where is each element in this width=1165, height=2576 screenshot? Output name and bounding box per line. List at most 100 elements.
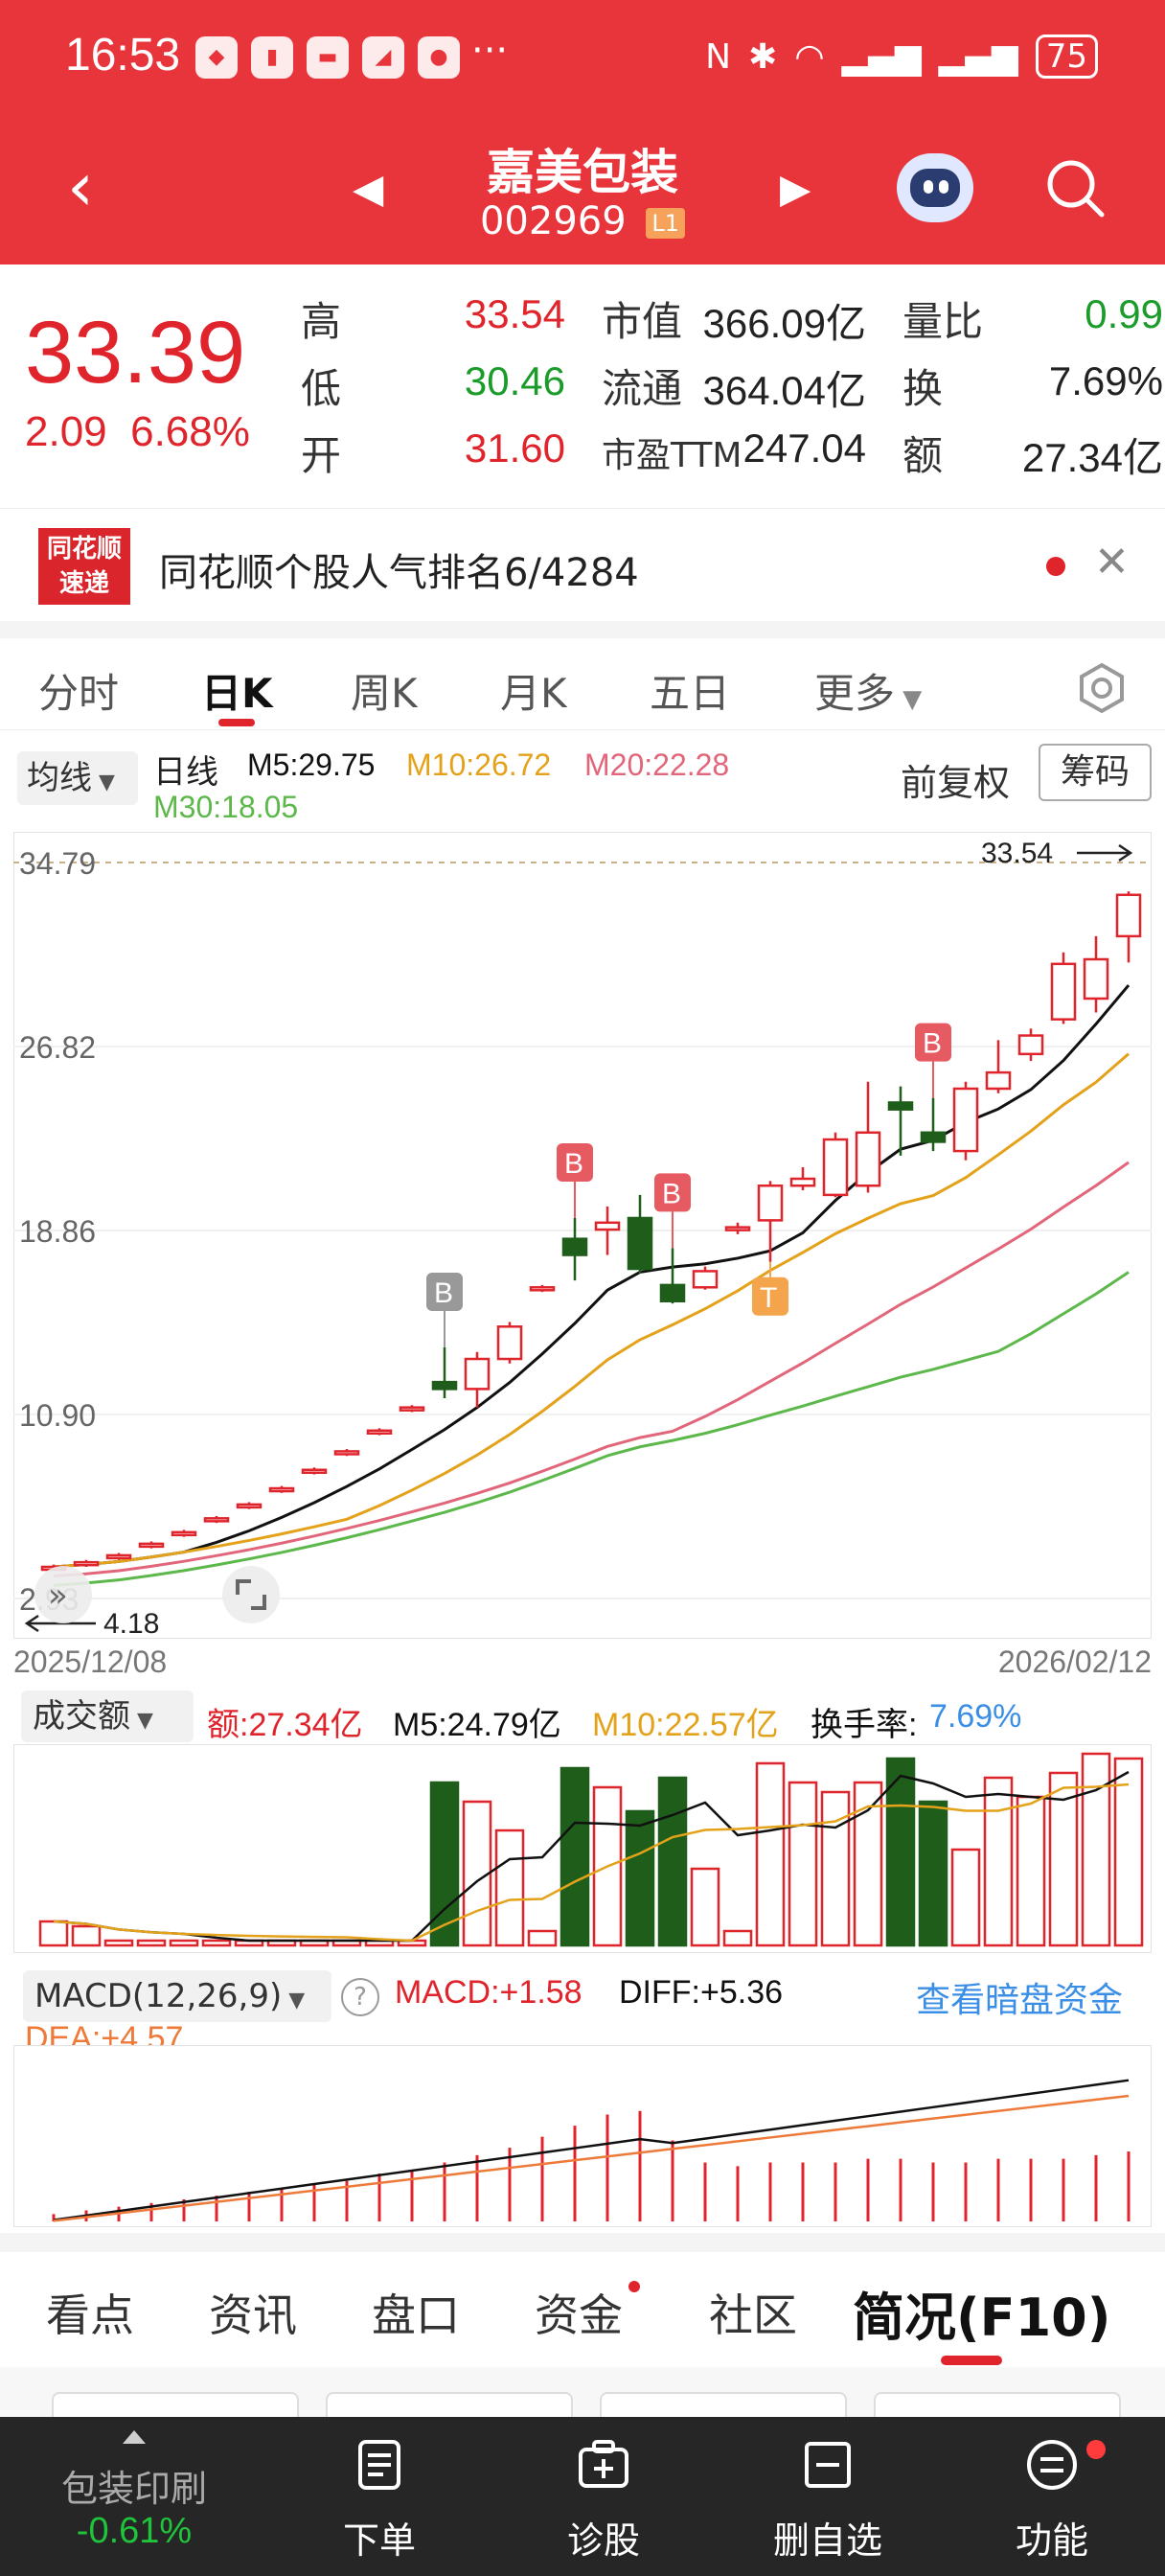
tab-news[interactable]: 资讯 xyxy=(209,2289,297,2341)
ma10-line xyxy=(53,1052,1130,1569)
candle-body xyxy=(431,1380,458,1391)
signal-badge xyxy=(557,1142,593,1182)
high-value: 33.54 xyxy=(464,291,565,336)
ths-logo: 同花顺 速递 xyxy=(38,528,130,605)
candle-body xyxy=(1050,962,1077,1021)
change-value: 2.09 xyxy=(25,408,107,455)
help-icon[interactable]: ? xyxy=(341,1978,379,2016)
low-value: 30.46 xyxy=(464,358,565,403)
volume-bar xyxy=(103,1939,134,1947)
tab-order-book[interactable]: 盘口 xyxy=(372,2289,460,2341)
tab-daily-k[interactable]: 日K xyxy=(201,670,273,717)
ma5-line xyxy=(53,984,1131,1569)
chevron-down-icon: ▼ xyxy=(282,1989,306,2012)
previous-stock-icon[interactable]: ◀ xyxy=(353,165,384,212)
menu-icon xyxy=(1027,2440,1077,2490)
stock-header: ‹ ◀ 嘉美包装 002969 L1 ▶ xyxy=(0,115,1165,264)
candle-body xyxy=(985,1070,1012,1091)
volume-amount: 额:27.34亿 xyxy=(207,1707,363,1743)
music-app-icon: ◢ xyxy=(362,36,404,79)
header-background xyxy=(0,0,1165,264)
max-price-label: 33.54 xyxy=(981,838,1053,869)
volume-chart[interactable] xyxy=(13,1744,1152,1953)
price-change: 2.09 6.68% xyxy=(25,408,250,456)
order-button[interactable]: 下单 xyxy=(303,2417,456,2576)
macd-chart[interactable] xyxy=(13,2045,1152,2227)
notification-dot xyxy=(1086,2440,1106,2459)
news-banner[interactable]: 同花顺 速递 同花顺个股人气排名6/4284 ✕ xyxy=(0,508,1165,621)
signal-label: B xyxy=(564,1148,583,1180)
tab-highlights[interactable]: 看点 xyxy=(46,2289,134,2341)
tab-weekly-k[interactable]: 周K xyxy=(351,670,418,717)
next-stock-icon[interactable]: ▶ xyxy=(780,165,811,212)
candle-body xyxy=(105,1553,132,1560)
ma10-value: M10:26.72 xyxy=(406,748,552,782)
volume-m5: M5:24.79亿 xyxy=(393,1707,561,1743)
tab-intraday[interactable]: 分时 xyxy=(38,670,120,717)
macd-select[interactable]: MACD(12,26,9) ▼ xyxy=(23,1970,331,2022)
stock-name: 嘉美包装 xyxy=(487,145,678,200)
app-notification-icon: ◆ xyxy=(195,36,238,79)
float-value: 364.04亿 xyxy=(702,368,866,413)
voice-app-icon: ▮ xyxy=(251,36,293,79)
volume-turnover-label: 换手率: xyxy=(811,1707,918,1743)
ai-assistant-icon[interactable] xyxy=(897,153,973,222)
functions-button[interactable]: 功能 xyxy=(975,2417,1129,2576)
tab-monthly-k[interactable]: 月K xyxy=(500,670,567,717)
chevron-down-icon: ▼ xyxy=(895,685,923,714)
expand-icon[interactable]: » xyxy=(34,1566,92,1623)
tab-funds[interactable]: 资金 xyxy=(535,2289,623,2341)
y-tick-label: 10.90 xyxy=(19,1398,96,1433)
date-end: 2026/02/12 xyxy=(997,1644,1152,1679)
min-price-label: 4.18 xyxy=(103,1608,159,1639)
low-label: 低 xyxy=(301,365,342,412)
tab-more[interactable]: 更多 ▼ xyxy=(814,661,922,720)
volume-turnover: 7.69% xyxy=(929,1698,1022,1735)
tab-community[interactable]: 社区 xyxy=(709,2289,797,2341)
tab-five-day[interactable]: 五日 xyxy=(650,670,731,717)
min-arrow xyxy=(24,1614,96,1633)
remove-watchlist-button[interactable]: 删自选 xyxy=(751,2417,904,2576)
active-tab-indicator xyxy=(941,2356,1002,2365)
signal-label: B xyxy=(662,1178,681,1209)
turnover-label: 换 xyxy=(902,365,944,412)
sector-name[interactable]: 包装印刷 xyxy=(60,2468,207,2510)
candle-body xyxy=(399,1406,425,1412)
macd-value: MACD:+1.58 xyxy=(395,1974,582,2011)
volume-m10-line xyxy=(53,1782,1130,1943)
volume-select[interactable]: 成交额 ▼ xyxy=(21,1690,194,1742)
open-value: 31.60 xyxy=(464,426,565,471)
volume-m10: M10:22.57亿 xyxy=(592,1707,779,1743)
macd-select-label: MACD(12,26,9) xyxy=(34,1977,283,2015)
candle-body xyxy=(529,1286,556,1292)
chips-button[interactable]: 筹码 xyxy=(1039,744,1152,801)
candle-body xyxy=(1083,957,1109,1000)
volume-select-label: 成交额 xyxy=(33,1697,130,1736)
settings-icon[interactable] xyxy=(1075,661,1129,715)
expand-up-icon[interactable] xyxy=(123,2430,146,2444)
diff-line xyxy=(53,2079,1130,2221)
candle-body xyxy=(236,1503,263,1509)
back-icon[interactable]: ‹ xyxy=(67,148,94,226)
crop-icon[interactable] xyxy=(222,1566,280,1623)
ma20-line xyxy=(53,1161,1130,1578)
last-price: 33.39 xyxy=(25,304,246,402)
tab-f10-profile[interactable]: 简况(F10) xyxy=(853,2288,1111,2348)
candle-body xyxy=(171,1530,197,1537)
vol-ratio-value: 0.99 xyxy=(1085,291,1163,336)
volume-bar xyxy=(1016,1795,1046,1947)
indicator-select[interactable]: 均线 ▼ xyxy=(17,751,138,805)
adjust-mode[interactable]: 前复权 xyxy=(901,762,1011,804)
pe-label: 市盈TTM xyxy=(602,436,742,475)
dark-pool-link[interactable]: 查看暗盘资金 xyxy=(916,1980,1124,2019)
close-icon[interactable]: ✕ xyxy=(1094,538,1130,586)
search-icon[interactable] xyxy=(1044,157,1106,218)
content-placeholder xyxy=(0,2367,1165,2417)
diagnose-button[interactable]: 诊股 xyxy=(527,2417,680,2576)
signal-label: B xyxy=(923,1028,942,1060)
ma-bar: 均线 ▼ 日线 M5:29.75 M10:26.72 M20:22.28 M30… xyxy=(0,738,1165,830)
diagnose-icon xyxy=(579,2440,628,2488)
sector-change: -0.61% xyxy=(76,2511,193,2551)
